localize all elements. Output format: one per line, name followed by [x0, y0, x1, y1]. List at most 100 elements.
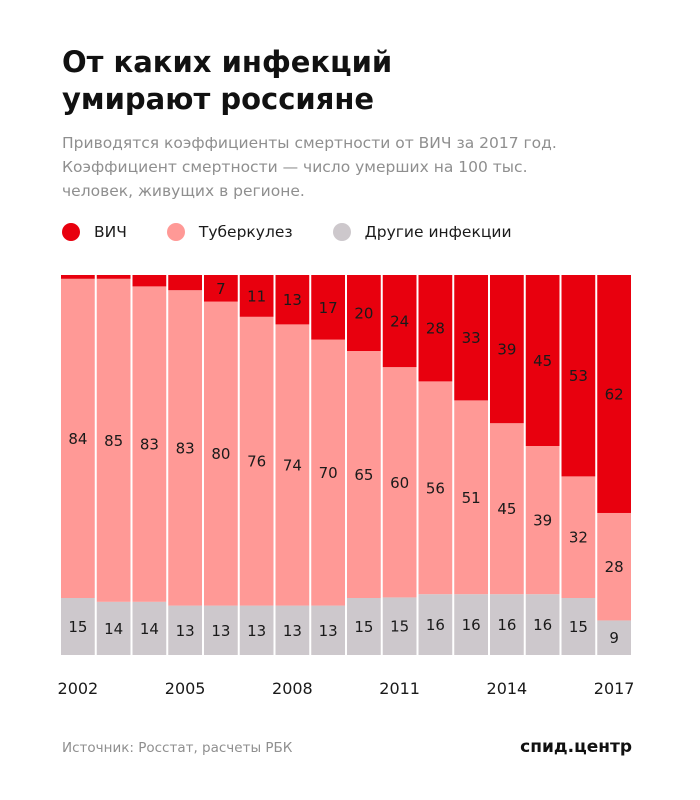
bar-segment-other-2005: [168, 605, 202, 655]
bar-segment-hiv-2016: [561, 275, 596, 477]
legend-label-other-infections: Другие инфекции: [364, 223, 512, 241]
data-label-other-2007: 13: [247, 622, 266, 640]
bar-segment-tuberculosis-2010: [347, 351, 381, 598]
data-label-tuberculosis-2013: 51: [462, 489, 481, 507]
data-label-other-2004: 14: [140, 620, 159, 638]
subtitle-line-2: Коэффициент смертности — число умерших н…: [62, 158, 528, 176]
data-label-other-2002: 15: [68, 618, 87, 636]
legend-swatch-hiv: [62, 223, 80, 241]
bar-segment-other-2011: [382, 597, 417, 655]
legend-item-other-infections: Другие инфекции: [332, 223, 512, 241]
bar-segment-tuberculosis-2013: [454, 400, 488, 595]
bar-segment-tuberculosis-2015: [525, 446, 560, 595]
x-tick-label-2014: 2014: [487, 679, 528, 698]
bar-segment-tuberculosis-2009: [311, 339, 345, 606]
data-label-other-2017: 9: [609, 629, 619, 647]
brand-logo: спид.центр: [520, 737, 632, 757]
x-tick-label-2017: 2017: [594, 679, 635, 698]
bar-segment-other-2004: [132, 601, 167, 655]
bar-segment-other-2015: [525, 594, 560, 655]
bar-segment-hiv-2017: [597, 275, 631, 513]
x-tick-label-2005: 2005: [165, 679, 206, 698]
bar-segment-other-2007: [239, 605, 274, 655]
data-label-tuberculosis-2017: 28: [605, 558, 624, 576]
legend-swatch-other-infections: [332, 223, 351, 241]
data-label-tuberculosis-2010: 65: [354, 466, 373, 484]
data-label-other-2003: 14: [104, 620, 123, 638]
bar-segment-other-2009: [311, 605, 345, 655]
x-tick-label-2002: 2002: [58, 679, 99, 698]
legend-item-tuberculosis: Туберкулез: [166, 223, 293, 241]
bar-segment-tuberculosis-2016: [561, 476, 596, 598]
bar-segment-tuberculosis-2002: [61, 278, 95, 598]
data-label-hiv-2009: 17: [319, 299, 338, 317]
data-label-other-2005: 13: [176, 622, 195, 640]
bar-segment-tuberculosis-2012: [418, 381, 453, 595]
bar-segment-tuberculosis-2008: [275, 324, 310, 606]
data-label-other-2008: 13: [283, 622, 302, 640]
data-label-tuberculosis-2007: 76: [247, 453, 266, 471]
bar-segment-hiv-2003: [96, 275, 131, 279]
data-label-hiv-2016: 53: [569, 367, 588, 385]
legend-label-tuberculosis: Туберкулез: [198, 223, 293, 241]
data-label-tuberculosis-2012: 56: [426, 479, 445, 497]
data-label-tuberculosis-2016: 32: [569, 529, 588, 547]
bar-segment-other-2006: [204, 605, 238, 655]
data-label-other-2010: 15: [354, 618, 373, 636]
legend-label-hiv: ВИЧ: [94, 223, 127, 241]
data-label-other-2014: 16: [497, 616, 516, 634]
bar-segment-other-2017: [597, 620, 631, 655]
source-note: Источник: Росстат, расчеты РБК: [62, 740, 293, 756]
data-label-hiv-2010: 20: [354, 305, 373, 323]
bar-segment-hiv-2012: [418, 275, 453, 382]
bar-segment-hiv-2013: [454, 275, 488, 401]
data-label-other-2016: 15: [569, 618, 588, 636]
data-label-hiv-2011: 24: [390, 313, 409, 331]
data-label-hiv-2012: 28: [426, 320, 445, 338]
title-line-1: От каких инфекций: [62, 45, 393, 79]
data-label-other-2009: 13: [319, 622, 338, 640]
data-label-tuberculosis-2014: 45: [497, 500, 516, 518]
bar-segment-other-2012: [418, 594, 453, 655]
data-label-hiv-2015: 45: [533, 352, 552, 370]
bar-segment-other-2010: [347, 598, 381, 655]
x-tick-label-2008: 2008: [272, 679, 313, 698]
legend-item-hiv: ВИЧ: [62, 223, 127, 241]
bar-segment-tuberculosis-2014: [490, 423, 524, 595]
bar-segment-hiv-2015: [525, 275, 560, 446]
bar-segment-tuberculosis-2006: [204, 301, 238, 606]
bar-segment-tuberculosis-2007: [239, 316, 274, 606]
data-label-tuberculosis-2006: 80: [211, 445, 230, 463]
bar-segment-tuberculosis-2011: [382, 367, 417, 598]
bar-segment-tuberculosis-2017: [597, 512, 631, 621]
data-label-tuberculosis-2002: 84: [68, 430, 87, 448]
bar-segment-hiv-2008: [275, 275, 310, 325]
data-label-hiv-2008: 13: [283, 291, 302, 309]
data-label-other-2012: 16: [426, 616, 445, 634]
subtitle-line-1: Приводятся коэффициенты смертности от ВИ…: [62, 134, 557, 152]
bar-segment-hiv-2007: [239, 275, 274, 317]
bar-segment-other-2014: [490, 594, 524, 655]
data-label-hiv-2006: 7: [216, 280, 226, 298]
bar-segment-hiv-2004: [132, 275, 167, 287]
data-label-other-2013: 16: [462, 616, 481, 634]
data-label-other-2015: 16: [533, 616, 552, 634]
bar-segment-other-2013: [454, 594, 488, 655]
chart-legend: ВИЧ Туберкулез Другие инфекции: [62, 219, 552, 245]
bar-segment-hiv-2011: [382, 275, 417, 368]
data-label-tuberculosis-2009: 70: [319, 464, 338, 482]
data-label-hiv-2017: 62: [605, 385, 624, 403]
data-label-other-2011: 15: [390, 618, 409, 636]
bar-segment-hiv-2009: [311, 275, 345, 340]
data-label-hiv-2014: 39: [497, 341, 516, 359]
bar-segment-tuberculosis-2003: [96, 278, 131, 602]
chart-subtitle: Приводятся коэффициенты смертности от ВИ…: [62, 131, 682, 203]
data-label-tuberculosis-2015: 39: [533, 512, 552, 530]
data-label-hiv-2013: 33: [462, 329, 481, 347]
legend-swatch-tuberculosis: [166, 223, 185, 241]
bar-segment-other-2002: [61, 598, 95, 655]
data-label-tuberculosis-2008: 74: [283, 457, 302, 475]
x-tick-label-2011: 2011: [379, 679, 420, 698]
data-label-hiv-2007: 11: [247, 287, 266, 305]
